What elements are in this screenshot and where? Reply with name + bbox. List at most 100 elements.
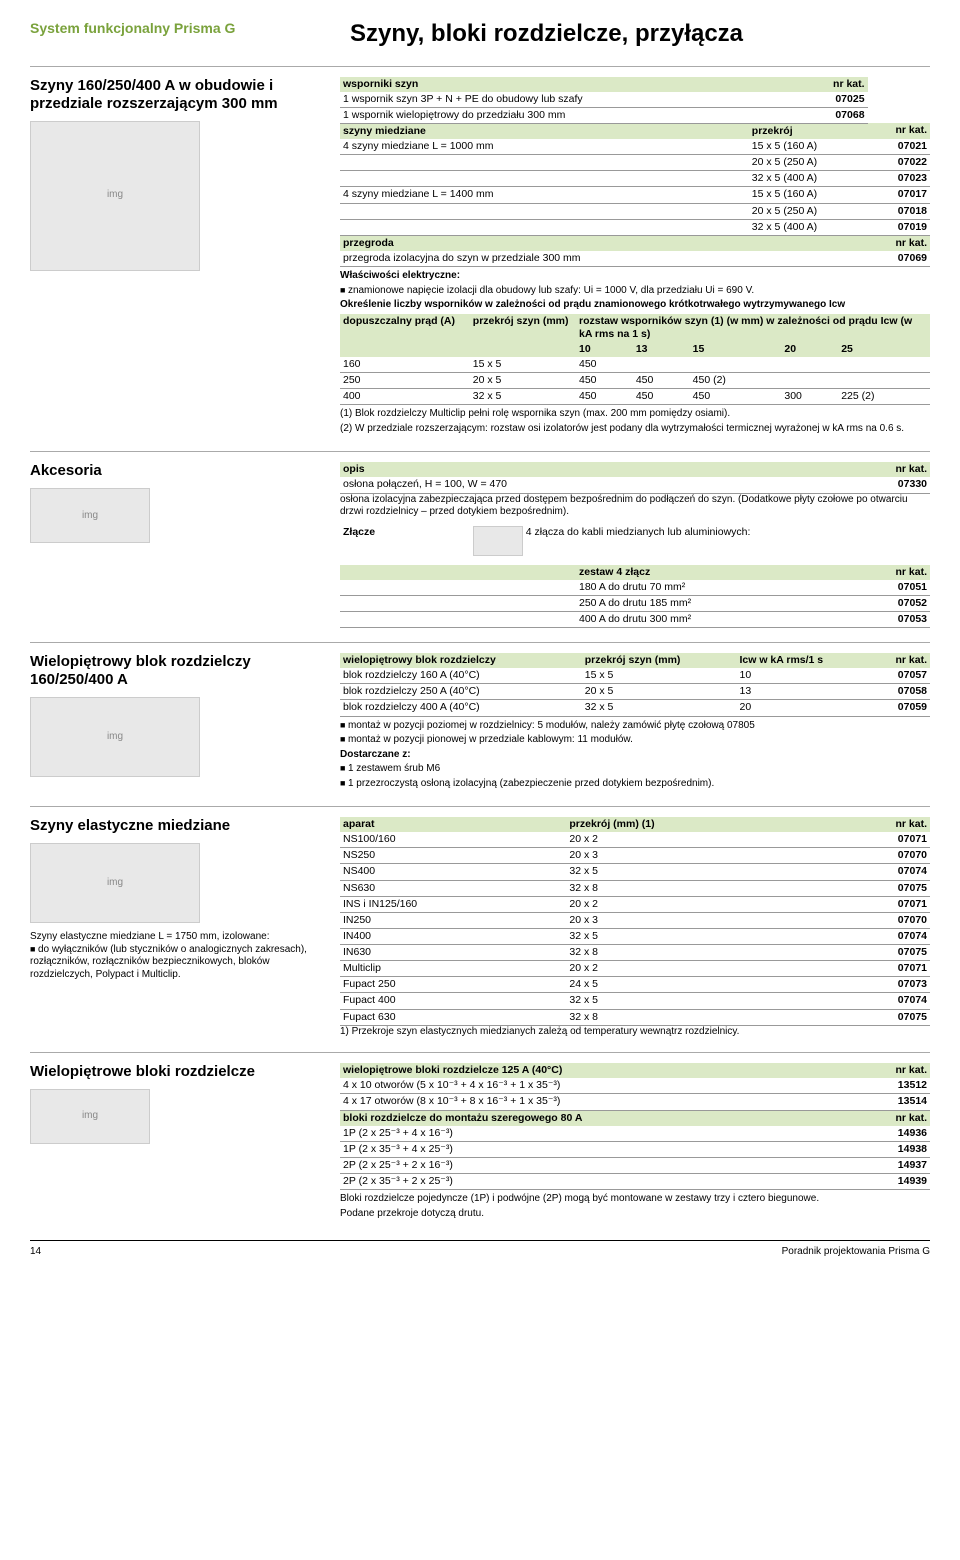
cell: 1 wspornik wielopiętrowy do przedziału 3… [340,107,749,123]
cell: 10 [736,668,872,684]
table-row: 1 wspornik szyn 3P + N + PE do obudowy l… [340,92,930,108]
table-row: 180 A do drutu 70 mm²07051 [340,580,930,596]
s2-zlacze: Złącze 4 złącza do kabli miedzianych lub… [340,525,930,565]
col-label: nr kat. [824,817,930,832]
s4-note: 1) Przekroje szyn elastycznych miedziany… [340,1026,930,1039]
cell: 13512 [852,1078,930,1094]
cell: 07068 [749,107,868,123]
table-row: osłona połączeń, H = 100, W = 47007330 [340,477,930,493]
table-row: 400 A do drutu 300 mm²07053 [340,611,930,627]
col-label: wielopiętrowy blok rozdzielczy [340,653,582,668]
cell: 450 [690,389,782,405]
cell: 15 x 5 (160 A) [749,187,868,203]
zlacze-text: 4 złącza do kabli miedzianych lub alumin… [526,526,751,538]
cell: 450 [633,389,690,405]
table-row: NS25020 x 307070 [340,848,930,864]
cell: 07052 [845,595,930,611]
col-label: nr kat. [868,235,930,251]
cell: 250 [340,373,470,389]
col-label: nr kat. [823,462,930,477]
s1-footnotes: (1) Blok rozdzielczy Multiclip pełni rol… [340,408,930,435]
cell: 07023 [868,171,930,187]
cell: blok rozdzielczy 160 A (40°C) [340,668,582,684]
col-label: nr kat. [852,1110,930,1126]
table-row: 25020 x 5450450450 (2) [340,373,930,389]
cell: 07070 [824,912,930,928]
col-label: przekrój szyn (mm) [582,653,737,668]
cell: 20 x 3 [566,912,824,928]
table-row: IN25020 x 307070 [340,912,930,928]
cell: 160 [340,357,470,373]
cell: 20 x 5 [582,684,737,700]
section-wielopietrowy: Wielopiętrowy blok rozdzielczy 160/250/4… [30,642,930,792]
cell: 13514 [852,1094,930,1110]
col-label: 10 [576,342,633,357]
table-row: Multiclip20 x 207071 [340,961,930,977]
product-image: img [30,697,200,777]
system-label: System funkcjonalny Prisma G [30,20,310,48]
note: 1 przezroczystą osłoną izolacyjną (zabez… [340,778,930,791]
cell: 250 A do drutu 185 mm² [576,595,845,611]
s3-heading: Wielopiętrowy blok rozdzielczy 160/250/4… [30,653,310,689]
cell: 4 x 10 otworów (5 x 10⁻³ + 4 x 16⁻³ + 1 … [340,1078,852,1094]
table-row: 32 x 5 (400 A)07019 [340,219,930,235]
cell: INS i IN125/160 [340,896,566,912]
table-row: 20 x 5 (250 A)07018 [340,203,930,219]
cell: 07021 [868,139,930,155]
col-label: 15 [690,342,782,357]
cell: blok rozdzielczy 250 A (40°C) [340,684,582,700]
cell: 07071 [824,832,930,848]
table-row: IN40032 x 507074 [340,928,930,944]
cell: 07058 [873,684,930,700]
cell: Fupact 400 [340,993,566,1009]
table-row: 40032 x 5450450450300225 (2) [340,389,930,405]
cell: 32 x 5 [582,700,737,716]
s5-heading: Wielopiętrowe bloki rozdzielcze [30,1063,310,1081]
note: 1 zestawem śrub M6 [340,763,930,776]
col-label: wsporniki szyn [340,77,749,92]
cell [340,155,749,171]
col-label: zestaw 4 złącz [576,565,845,580]
table-row: 1P (2 x 35⁻³ + 4 x 25⁻³)14938 [340,1141,930,1157]
table-row: Fupact 63032 x 807075 [340,1009,930,1025]
col-label: przekrój [749,123,868,139]
cell: 32 x 5 (400 A) [749,171,868,187]
cell: 32 x 8 [566,1009,824,1025]
cell: 32 x 8 [566,945,824,961]
cell [340,203,749,219]
cell: 07019 [868,219,930,235]
product-image: img [30,488,150,543]
col-label: bloki rozdzielcze do montażu szeregowego… [340,1110,852,1126]
cell [340,219,749,235]
product-image: img [30,121,200,271]
cell: 20 x 5 (250 A) [749,203,868,219]
table-row: przegroda izolacyjna do szyn w przedzial… [340,251,930,267]
col-label: nr kat. [845,565,930,580]
s5-notes: Bloki rozdzielcze pojedyncze (1P) i podw… [340,1193,930,1220]
s2-table-opis: opisnr kat. osłona połączeń, H = 100, W … [340,462,930,493]
page-number: 14 [30,1246,41,1259]
table-row: NS100/16020 x 207071 [340,832,930,848]
col-label: 25 [838,342,930,357]
cell [690,357,782,373]
cell: 32 x 5 [566,993,824,1009]
table-row: blok rozdzielczy 250 A (40°C)20 x 513070… [340,684,930,700]
col-label: nr kat. [868,123,930,139]
cell: 20 x 2 [566,961,824,977]
table-row: 20 x 5 (250 A)07022 [340,155,930,171]
cell: NS250 [340,848,566,864]
note: Dostarczane z: [340,749,411,760]
cell: 1P (2 x 25⁻³ + 4 x 16⁻³) [340,1126,852,1142]
note: Bloki rozdzielcze pojedyncze (1P) i podw… [340,1193,930,1206]
product-image: img [30,1089,150,1144]
cell [633,357,690,373]
section-bloki: Wielopiętrowe bloki rozdzielcze img wiel… [30,1052,930,1222]
cell: 300 [781,389,838,405]
col-label: 20 [781,342,838,357]
s3-notes: montaż w pozycji poziomej w rozdzielnicy… [340,720,930,791]
product-image: img [30,843,200,923]
cell: 07025 [749,92,868,108]
cell: 07071 [824,896,930,912]
cell: 32 x 5 (400 A) [749,219,868,235]
col-label: rozstaw wsporników szyn (1) (w mm) w zal… [579,315,912,340]
